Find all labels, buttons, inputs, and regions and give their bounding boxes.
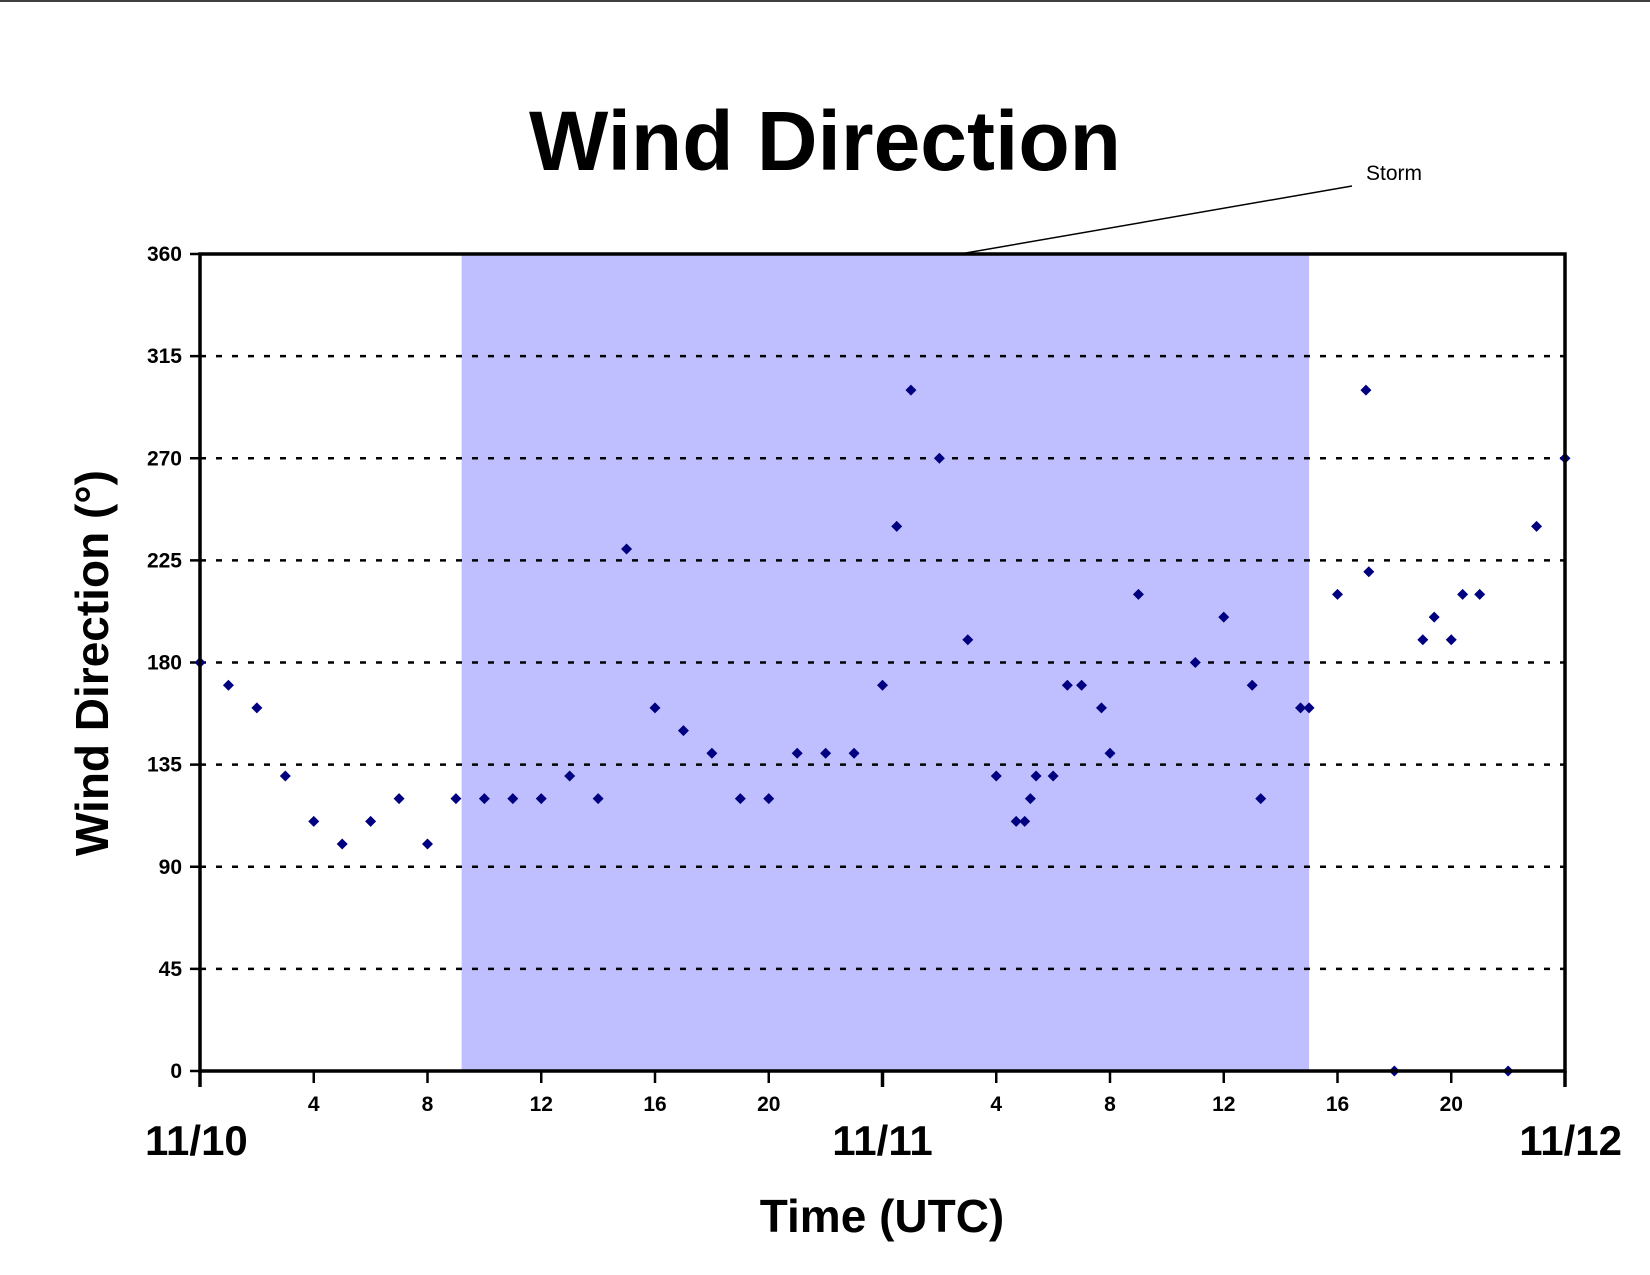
data-point [734,793,746,805]
data-point [1061,679,1073,691]
data-point [1030,770,1042,782]
data-point [1010,815,1022,827]
data-point [933,452,945,464]
data-point [1531,520,1543,532]
data-point [1474,588,1486,600]
x-tick-label: 12 [530,1093,553,1116]
x-tick-label: 8 [422,1093,434,1116]
data-point [848,747,860,759]
data-point [962,634,974,646]
data-point [1189,657,1201,668]
x-tick-label: 4 [308,1093,320,1116]
data-point [422,838,433,850]
data-point [1132,588,1144,600]
data-point [649,702,661,714]
data-point [1218,611,1230,623]
plot-area-frame [198,252,1567,1073]
x-tick-label: 16 [1326,1093,1349,1116]
data-point [251,702,263,714]
data-point [1246,679,1258,691]
x-tick-label: 20 [757,1093,780,1116]
date-label: 11/12 [1519,1117,1622,1164]
data-point [706,747,718,759]
data-point [1095,702,1107,714]
data-point [279,770,291,782]
data-point [1255,793,1267,805]
x-axis-date-labels: 11/10 11/11 11/12 [145,1071,1622,1164]
horizontal-grid-lines [200,354,1565,971]
data-point [1024,793,1036,805]
x-tick-label: 20 [1440,1093,1463,1116]
y-tick-label: 90 [159,856,182,879]
data-point [905,384,917,396]
y-tick-label: 315 [147,345,182,368]
y-axis-label: Wind Direction (°) [66,470,118,856]
data-point [1445,634,1457,646]
storm-annotation-leader-line [959,185,1353,255]
x-tick-label: 8 [1104,1093,1116,1116]
data-point [308,815,320,827]
data-point [564,770,576,782]
data-point [336,838,348,850]
data-point [1417,634,1429,646]
data-point [393,793,405,805]
data-point [1076,679,1088,691]
y-tick-label: 225 [147,549,182,572]
data-point [990,770,1002,782]
y-tick-label: 180 [147,652,182,675]
data-points [194,384,1571,1077]
x-axis-ticks: 4 8 12 16 20 4 8 12 16 20 [308,1071,1463,1116]
data-point [791,747,803,759]
data-point [478,793,490,805]
data-point [1303,702,1315,714]
data-point [1457,588,1469,600]
x-tick-label: 12 [1212,1093,1235,1116]
chart-title: Wind Direction [529,94,1121,188]
data-point [1104,747,1116,759]
data-point [1360,384,1372,396]
y-axis-ticks: 0 45 90 135 180 225 270 315 360 [147,243,200,1083]
x-axis-label: Time (UTC) [760,1190,1005,1242]
data-point [1332,588,1343,600]
data-point [820,747,832,759]
y-tick-label: 135 [147,754,182,777]
data-point [621,543,633,555]
y-tick-label: 270 [147,447,182,470]
data-point [222,679,234,691]
data-point [1047,770,1059,782]
data-point [1295,702,1307,714]
data-point [592,793,604,805]
date-label: 11/10 [145,1117,248,1164]
data-point [507,793,519,805]
data-point [1019,815,1031,827]
y-tick-label: 45 [159,958,183,981]
data-point [535,793,547,805]
data-point [1363,566,1375,578]
data-point [677,725,689,737]
y-tick-label: 360 [147,243,182,266]
y-tick-label: 0 [170,1060,182,1083]
x-tick-label: 16 [643,1093,666,1116]
data-point [763,793,775,805]
date-label: 11/11 [832,1117,932,1164]
storm-annotation-label: Storm [1366,162,1422,185]
data-point [1428,611,1440,623]
data-point [450,793,462,805]
data-point [877,679,888,691]
data-point [891,520,903,532]
data-point [365,815,377,827]
x-tick-label: 4 [990,1093,1002,1116]
